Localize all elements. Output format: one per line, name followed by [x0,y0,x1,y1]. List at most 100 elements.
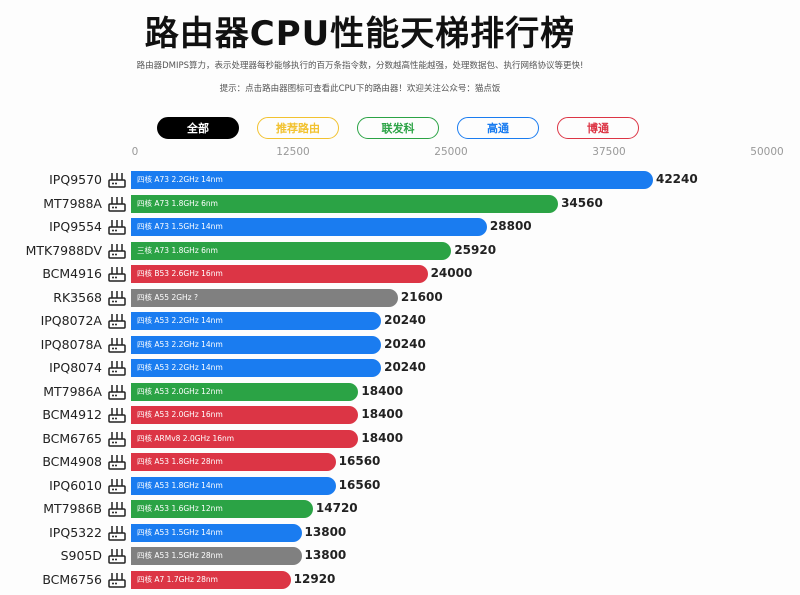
bar: 四核 A73 2.2GHz 14nm [131,171,653,189]
table-row: IPQ6010 [0,476,102,496]
value-label: 12920 [293,571,336,586]
tick-label: 25000 [434,146,468,158]
bar: 四核 A55 2GHz ? [131,288,398,307]
bar: 四核 A53 2.0GHz 12nm [131,382,359,401]
value-label: 25920 [454,242,497,257]
bar: 四核 A53 2.2GHz 14nm [131,359,382,377]
cpu-name: IPQ5322 [49,524,102,540]
bar: 三核 A73 1.8GHz 6nm [131,241,452,260]
bar: 四核 A53 2.2GHz 14nm [131,312,382,330]
table-row: IPQ5322 [0,523,102,543]
filter-bar: 全部 推荐路由 联发科 高通 博通 [157,117,639,139]
value-label: 13800 [304,548,347,562]
value-label: 20240 [384,360,426,374]
router-icon[interactable] [107,313,127,333]
table-row: MT7986A [0,382,102,402]
value-label: 18400 [361,407,404,421]
router-icon[interactable] [107,384,127,404]
router-icon[interactable] [107,196,127,216]
table-row: MTK7988DV [0,241,102,261]
value-label: 18400 [361,430,404,445]
value-label: 34560 [561,195,603,210]
filter-2[interactable]: 联发科 [357,117,439,139]
router-icon[interactable] [107,431,127,451]
value-label: 18400 [361,383,404,398]
cpu-name: MT7986A [43,383,102,399]
cpu-name: IPQ8074 [49,360,102,375]
value-label: 16560 [338,454,381,468]
cpu-name: BCM6756 [42,571,102,587]
bar: 四核 B53 2.6GHz 16nm [131,265,428,283]
filter-3[interactable]: 高通 [457,117,539,139]
router-icon[interactable] [107,219,127,239]
value-label: 14720 [315,501,358,515]
router-icon[interactable] [107,337,127,357]
cpu-name: IPQ9554 [49,219,102,234]
router-icon[interactable] [107,525,127,545]
table-row: RK3568 [0,288,102,308]
value-label: 42240 [655,172,698,186]
cpu-name: S905D [60,548,102,563]
page-title: 路由器CPU性能天梯排行榜 [144,14,576,54]
bar: 四核 A53 2.2GHz 14nm [131,335,382,354]
value-label: 24000 [430,266,473,280]
cpu-name: BCM4916 [42,266,102,281]
bar: 四核 A53 1.5GHz 28nm [131,547,302,565]
router-icon[interactable] [107,290,127,310]
bar: 四核 A73 1.8GHz 6nm [131,194,559,213]
router-icon[interactable] [107,243,127,263]
bar: 四核 A53 1.8GHz 14nm [131,476,336,495]
cpu-name: BCM6765 [42,430,102,446]
cpu-name: MT7988A [43,195,102,211]
router-icon[interactable] [107,407,127,427]
router-icon[interactable] [107,501,127,521]
value-label: 16560 [338,477,381,492]
table-row: IPQ8072A [0,311,102,331]
cpu-name: IPQ8072A [40,313,102,328]
router-icon[interactable] [107,172,127,192]
table-row: S905D [0,546,102,566]
value-label: 21600 [400,289,443,304]
table-row: BCM6765 [0,429,102,449]
router-icon[interactable] [107,454,127,474]
hint: 提示：点击路由器图标可查看此CPU下的路由器！欢迎关注公众号：猫点饭 [219,84,501,94]
cpu-name: MTK7988DV [25,242,102,258]
bar: 四核 A53 1.5GHz 14nm [131,523,302,542]
cpu-name: IPQ9570 [49,172,102,187]
bar: 四核 A7 1.7GHz 28nm [131,570,291,589]
filter-0[interactable]: 全部 [157,117,239,139]
table-row: BCM6756 [0,570,102,590]
cpu-name: BCM4912 [42,407,102,422]
router-icon[interactable] [107,266,127,286]
value-label: 28800 [489,219,532,233]
router-icon[interactable] [107,478,127,498]
bar: 四核 A53 1.6GHz 12nm [131,500,313,518]
router-icon[interactable] [107,548,127,568]
tick-label: 12500 [276,146,310,158]
table-row: BCM4912 [0,405,102,425]
router-icon[interactable] [107,360,127,380]
cpu-name: MT7986B [43,501,102,516]
cpu-name: BCM4908 [42,454,102,469]
bar: 四核 A53 2.0GHz 16nm [131,406,359,424]
cpu-name: IPQ8078A [40,336,102,352]
table-row: IPQ8078A [0,335,102,355]
table-row: MT7988A [0,194,102,214]
router-icon[interactable] [107,572,127,592]
table-row: BCM4908 [0,452,102,472]
value-label: 20240 [384,336,426,351]
value-label: 13800 [304,524,347,539]
filter-4[interactable]: 博通 [557,117,639,139]
bar: 四核 A53 1.8GHz 28nm [131,453,336,471]
cpu-name: RK3568 [53,289,102,305]
table-row: IPQ9570 [0,170,102,190]
tick-label: 0 [131,146,139,158]
table-row: BCM4916 [0,264,102,284]
cpu-name: IPQ6010 [49,477,102,493]
table-row: IPQ9554 [0,217,102,237]
tick-label: 50000 [750,146,784,158]
tick-label: 37500 [592,146,626,158]
table-row: MT7986B [0,499,102,519]
filter-1[interactable]: 推荐路由 [257,117,339,139]
subtitle: 路由器DMIPS算力，表示处理器每秒能够执行的百万条指令数，分数越高性能越强，处… [136,61,584,71]
